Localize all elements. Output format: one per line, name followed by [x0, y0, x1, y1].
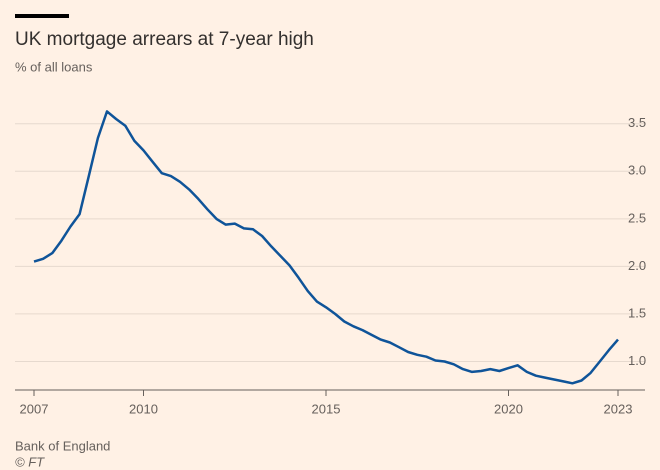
brand-bar [15, 14, 69, 18]
y-tick-label: 1.0 [628, 353, 646, 368]
chart-subtitle: % of all loans [15, 59, 93, 74]
credit: © FT [15, 454, 45, 469]
y-tick-label: 1.5 [628, 305, 646, 320]
y-tick-label: 2.0 [628, 258, 646, 273]
x-tick-label: 2007 [20, 401, 49, 416]
line-series [33, 110, 619, 385]
x-tick-label: 2010 [129, 401, 158, 416]
source: Bank of England [15, 438, 110, 453]
x-tick-label: 2015 [312, 401, 341, 416]
y-tick-label: 3.0 [628, 163, 646, 178]
x-tick-label: 2020 [494, 401, 523, 416]
chart-title: UK mortgage arrears at 7-year high [15, 29, 314, 50]
x-tick-label: 2023 [604, 401, 633, 416]
y-tick-label: 2.5 [628, 210, 646, 225]
y-tick-label: 3.5 [628, 115, 646, 130]
